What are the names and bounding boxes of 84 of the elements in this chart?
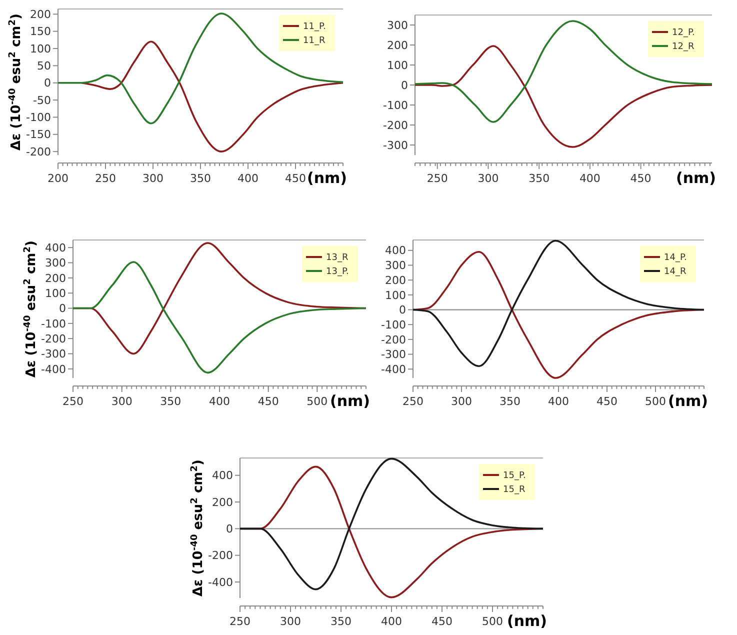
y-tick-label: 300: [387, 18, 408, 32]
y-tick-label: -150: [26, 128, 51, 142]
x-tick-label: 400: [579, 172, 600, 185]
y-tick-label: 100: [30, 42, 51, 56]
y-tick-label: 0: [44, 76, 51, 90]
line-series: [414, 20, 713, 123]
x-tick-label: 450: [596, 395, 618, 408]
x-tick-label: 450: [258, 395, 279, 408]
x-tick-label: 300: [111, 395, 132, 408]
y-tick-label: -50: [33, 94, 51, 107]
x-axis-title: (nm): [306, 169, 347, 187]
x-tick-label: 450: [432, 615, 452, 628]
y-tick-label: 0: [59, 302, 66, 316]
legend-label: 14_P.: [664, 253, 687, 264]
x-tick-label: 250: [230, 615, 250, 628]
x-axis-title: (nm): [668, 392, 708, 410]
x-tick-label: 350: [500, 395, 520, 408]
y-tick-label: 50: [37, 60, 51, 73]
y-tick-label: 100: [385, 288, 406, 302]
y-tick-label: -100: [41, 317, 66, 330]
legend-label: 11_P.: [303, 22, 326, 32]
y-tick-label: 100: [45, 286, 66, 300]
y-tick-label: -100: [381, 318, 406, 332]
x-tick-label: 350: [190, 172, 211, 185]
y-tick-label: -300: [381, 348, 406, 362]
x-tick-label: 400: [238, 172, 258, 185]
legend-label: 15_P.: [503, 471, 526, 482]
line-series: [412, 240, 705, 368]
x-tick-label: 300: [478, 172, 499, 185]
x-tick-label: 300: [451, 395, 472, 408]
x-tick-label: 350: [330, 615, 352, 628]
legend-label: 12_P.: [672, 28, 695, 38]
x-tick-label: 450: [285, 172, 306, 185]
y-tick-label: 300: [385, 259, 406, 272]
y-tick-label: 200: [212, 496, 233, 509]
y-tick-label: 0: [226, 522, 233, 536]
legend-label: 14_R: [664, 267, 686, 278]
y-tick-label: -100: [26, 111, 51, 124]
x-tick-label: 250: [62, 395, 84, 408]
legend-label: 11_R: [303, 36, 326, 46]
x-tick-label: 300: [280, 615, 301, 628]
legend-label: 15_R: [503, 485, 526, 496]
y-tick-label: -300: [383, 138, 408, 152]
line-series: [72, 261, 367, 374]
y-tick-label: 200: [30, 8, 51, 22]
y-tick-label: 400: [212, 469, 233, 482]
y-tick-label: -100: [383, 98, 408, 112]
y-tick-label: 200: [387, 38, 408, 52]
legend-label: 13_P.: [326, 267, 349, 278]
x-axis-title: (nm): [330, 392, 370, 410]
x-axis-title: (nm): [676, 169, 716, 187]
x-tick-label: 500: [306, 395, 328, 408]
y-tick-label: 0: [399, 304, 406, 317]
x-tick-label: 300: [142, 172, 164, 185]
legend-label: 12_R: [672, 42, 694, 52]
y-tick-label: 400: [385, 244, 406, 258]
x-tick-label: 350: [528, 172, 550, 185]
y-tick-label: 150: [30, 25, 51, 38]
y-tick-label: -300: [41, 348, 66, 361]
x-tick-label: 500: [645, 395, 666, 408]
y-tick-label: -400: [41, 362, 66, 376]
x-tick-label: 350: [160, 395, 182, 408]
y-tick-label: -200: [383, 118, 408, 132]
y-tick-label: 0: [401, 78, 408, 92]
line-series: [57, 12, 344, 124]
y-tick-label: -200: [26, 145, 51, 158]
x-tick-label: 500: [482, 615, 503, 628]
legend-label: 13_R: [326, 253, 348, 264]
y-tick-label: 200: [385, 274, 406, 287]
x-axis-title: (nm): [506, 612, 547, 630]
x-tick-label: 400: [548, 395, 569, 408]
x-tick-label: 250: [95, 172, 116, 185]
y-tick-label: 400: [45, 241, 66, 254]
y-tick-label: -200: [41, 332, 66, 346]
x-tick-label: 250: [402, 395, 424, 408]
y-tick-label: -200: [381, 333, 406, 346]
y-tick-label: 300: [45, 256, 66, 270]
y-tick-label: -400: [381, 362, 406, 376]
y-tick-label: -400: [208, 576, 233, 589]
y-tick-label: -200: [208, 549, 233, 562]
y-tick-label: 100: [387, 58, 408, 72]
x-tick-label: 250: [426, 172, 448, 185]
y-tick-label: 200: [45, 272, 66, 285]
x-tick-label: 450: [630, 172, 652, 185]
